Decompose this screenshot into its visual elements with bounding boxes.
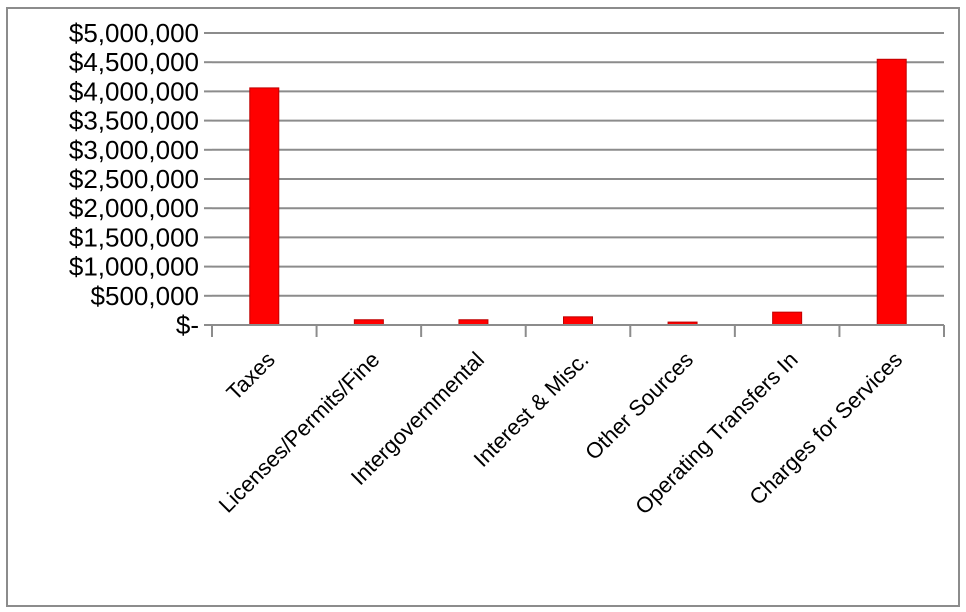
y-tick-label: $5,000,000 (69, 18, 199, 48)
gridlines (204, 32, 944, 326)
y-tick-label: $2,500,000 (69, 164, 199, 194)
y-tick-label: $500,000 (91, 281, 199, 311)
y-tick-label: $- (176, 310, 199, 340)
x-category-label: Taxes (221, 347, 279, 405)
x-axis (211, 324, 945, 337)
bar (249, 87, 280, 326)
bar (772, 311, 803, 326)
y-axis-tick-labels: $-$500,000$1,000,000$1,500,000$2,000,000… (69, 18, 199, 340)
bar (563, 316, 593, 326)
x-axis-category-labels: TaxesLicenses/Permits/FineIntergovernmen… (214, 347, 908, 519)
y-tick-label: $4,000,000 (69, 76, 199, 106)
y-tick-label: $1,000,000 (69, 252, 199, 282)
x-category-label: Other Sources (580, 347, 698, 465)
y-tick-label: $3,000,000 (69, 135, 199, 165)
y-tick-label: $4,500,000 (69, 47, 199, 77)
y-tick-label: $3,500,000 (69, 106, 199, 136)
y-tick-label: $2,000,000 (69, 193, 199, 223)
chart-frame (6, 7, 960, 607)
bar (876, 58, 907, 326)
bars (249, 58, 907, 326)
y-tick-label: $1,500,000 (69, 222, 199, 252)
